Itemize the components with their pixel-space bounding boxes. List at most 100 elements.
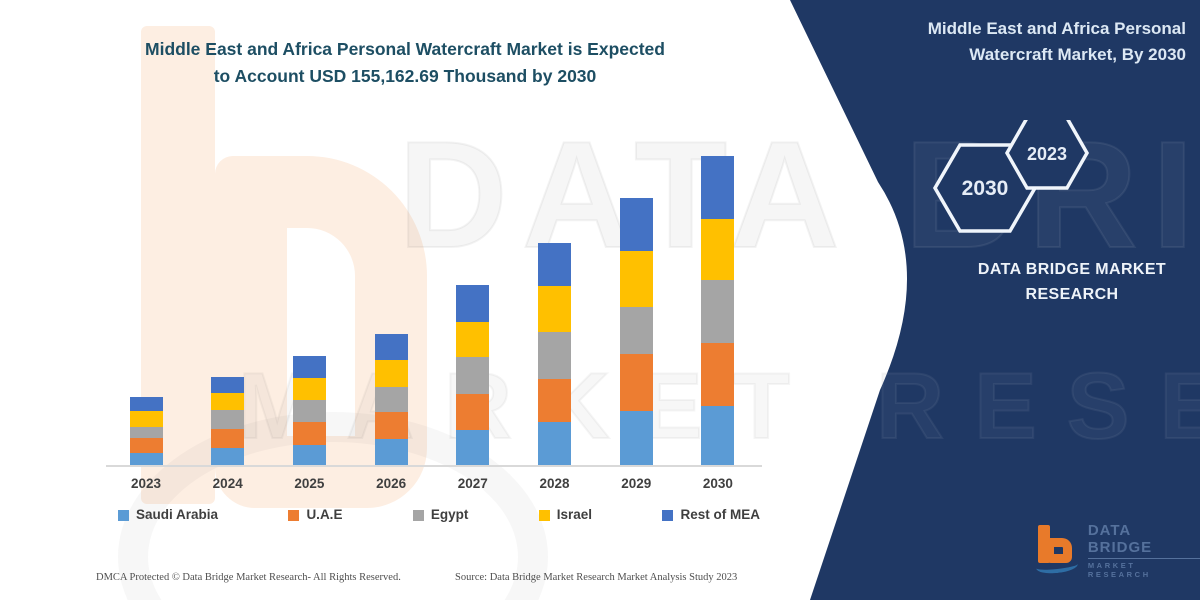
legend-label: U.A.E (306, 507, 343, 522)
bar-segment (701, 279, 735, 343)
dmca-notice: DMCA Protected © Data Bridge Market Rese… (96, 572, 401, 583)
bar-stack (211, 376, 245, 466)
hexagon-2023-label: 2023 (1027, 144, 1067, 164)
x-axis-label: 2025 (294, 476, 325, 491)
legend-item: Israel (538, 507, 593, 522)
bar-stack (538, 243, 572, 466)
legend-label: Egypt (430, 507, 469, 522)
bar-stack (374, 333, 408, 466)
logo-b-icon (1036, 525, 1079, 577)
bar-stack (456, 285, 490, 466)
bar-column-2030 (690, 156, 746, 466)
bar-segment (456, 429, 490, 466)
x-axis-label: 2023 (130, 476, 162, 491)
x-axis-label: 2028 (539, 476, 570, 491)
x-axis-label: 2029 (621, 476, 652, 491)
legend: Saudi Arabia U.A.E Egypt Israel Rest of MEA (118, 507, 760, 522)
brand-name-line2: RESEARCH (1025, 285, 1119, 303)
legend-item: Saudi Arabia (118, 507, 218, 522)
bar-column-2028 (527, 243, 583, 466)
logo-text-primary: DATA BRIDGE (1088, 522, 1200, 559)
legend-swatch-icon (118, 509, 129, 521)
bar-segment (292, 444, 326, 466)
x-axis-labels: 2023 2024 2025 2026 2027 2028 2029 2030 (106, 476, 762, 491)
bar-segment (374, 411, 408, 439)
bar-segment (456, 393, 490, 430)
bar-segment (701, 405, 735, 466)
bar-segment (538, 332, 572, 379)
plot-area (106, 148, 762, 466)
legend-item: Egypt (412, 507, 469, 522)
bar-column-2025 (281, 355, 337, 466)
x-axis-label: 2026 (376, 476, 407, 491)
x-axis-line (106, 465, 762, 467)
bar-segment (538, 421, 572, 466)
legend-swatch-icon (662, 509, 674, 521)
bar-segment (211, 392, 245, 410)
legend-label: Rest of MEA (680, 507, 760, 522)
bar-segment (619, 410, 653, 466)
legend-item: Rest of MEA (662, 507, 760, 522)
bar-segment (211, 376, 245, 393)
year-hexagons: 2030 2023 (915, 120, 1155, 250)
bar-segment (129, 437, 163, 453)
bar-segment (374, 438, 408, 466)
bar-segment (456, 357, 490, 394)
bar-segment (701, 156, 735, 220)
legend-label: Saudi Arabia (136, 507, 219, 522)
x-axis-label: 2024 (212, 476, 243, 491)
bar-segment (374, 333, 408, 360)
bar-segment (292, 399, 326, 422)
x-axis-label: 2030 (702, 476, 733, 491)
bar-segment (211, 448, 245, 466)
hexagon-2030-label: 2030 (962, 177, 1009, 200)
bar-segment (538, 378, 572, 422)
bar-segment (129, 453, 163, 466)
hexagon-2023 (1007, 120, 1087, 188)
bar-segment (456, 285, 490, 323)
x-axis-label: 2027 (457, 476, 488, 491)
company-logo: DATA BRIDGE MARKET RESEARCH (1036, 522, 1200, 579)
panel-heading-line1: Middle East and Africa Personal (927, 19, 1186, 38)
bar-segment (211, 428, 245, 448)
bar-segment (701, 219, 735, 280)
bar-stack (129, 396, 163, 466)
bar-segment (374, 386, 408, 412)
bar-column-2026 (363, 333, 419, 466)
legend-label: Israel (556, 507, 593, 522)
bar-segment (538, 243, 572, 287)
bar-segment (211, 409, 245, 429)
bar-stack (292, 355, 326, 466)
bar-segment (129, 410, 163, 427)
legend-item: U.A.E (288, 507, 342, 522)
bar-column-2029 (608, 198, 664, 466)
bar-segment (619, 250, 653, 307)
bar-column-2027 (445, 285, 501, 466)
legend-swatch-icon (288, 509, 300, 521)
chart-title: Middle East and Africa Personal Watercra… (95, 36, 715, 90)
chart-title-line2: to Account USD 155,162.69 Thousand by 20… (213, 66, 597, 87)
bar-stack (701, 156, 735, 466)
bar-segment (456, 322, 490, 358)
brand-name: DATA BRIDGE MARKET RESEARCH (952, 258, 1192, 308)
bar-segment (619, 353, 653, 411)
logo-text-secondary: MARKET RESEARCH (1087, 561, 1151, 579)
bar-segment (538, 286, 572, 333)
source-note: Source: Data Bridge Market Research Mark… (455, 572, 738, 583)
bar-segment (374, 359, 408, 387)
bar-segment (292, 355, 326, 378)
panel-heading-line2: Watercraft Market, By 2030 (969, 44, 1186, 64)
bar-column-2023 (118, 396, 174, 466)
bar-segment (129, 426, 163, 438)
bar-segment (292, 421, 326, 445)
legend-swatch-icon (412, 509, 424, 521)
legend-swatch-icon (538, 509, 550, 521)
bar-segment (619, 306, 653, 354)
brand-name-line1: DATA BRIDGE MARKET (977, 261, 1167, 278)
chart-title-line1: Middle East and Africa Personal Watercra… (145, 39, 665, 59)
bar-segment (292, 377, 326, 400)
bar-segment (129, 396, 163, 411)
bar-column-2024 (200, 376, 256, 466)
bar-segment (619, 198, 653, 251)
